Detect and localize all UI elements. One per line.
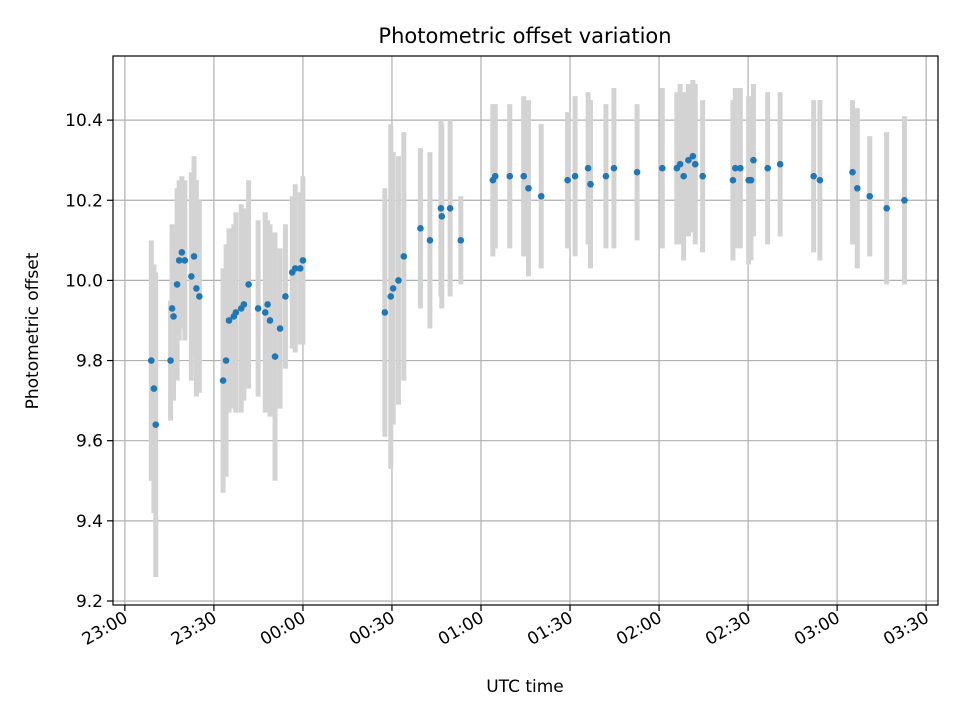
data-point [587, 180, 594, 188]
data-point [659, 164, 666, 172]
data-point [457, 237, 465, 244]
data-point [219, 377, 227, 384]
data-point [571, 172, 579, 180]
data-point [537, 192, 545, 200]
data-point [147, 357, 155, 364]
y-axis-label: Photometric offset [23, 252, 43, 409]
data-point [584, 164, 592, 172]
data-point [883, 204, 890, 212]
data-point [291, 265, 299, 272]
data-point [261, 309, 269, 316]
data-point [699, 172, 706, 180]
data-point [417, 225, 424, 232]
data-point [240, 301, 248, 308]
data-point [389, 285, 397, 292]
data-point [387, 293, 395, 300]
data-point [276, 325, 284, 332]
data-point [810, 172, 817, 180]
data-point [426, 237, 434, 244]
data-point [602, 172, 610, 180]
data-point [167, 357, 174, 364]
data-point [381, 309, 389, 316]
data-point [196, 293, 203, 300]
data-point [506, 172, 514, 180]
data-point [438, 212, 446, 220]
data-point [866, 192, 874, 200]
data-point [633, 168, 641, 176]
data-point [299, 257, 307, 264]
data-point [520, 172, 528, 180]
data-point [170, 313, 177, 320]
data-points [147, 152, 908, 428]
data-point [193, 285, 200, 292]
data-point [245, 281, 252, 288]
data-point [178, 249, 186, 256]
data-point [168, 305, 176, 312]
data-point [685, 156, 692, 164]
data-point [152, 421, 160, 428]
data-point [296, 265, 304, 272]
y-axis-ticks: 9.2 9.4 9.6 9.8 10.0 10.2 10.4 [65, 111, 113, 612]
data-point [525, 184, 532, 192]
data-point [816, 176, 824, 184]
data-point [225, 317, 233, 324]
data-point [491, 172, 499, 180]
data-point [764, 164, 771, 172]
y-tick-label: 10.4 [65, 111, 103, 131]
data-point [395, 277, 402, 284]
data-point [181, 257, 189, 264]
y-tick-label: 10.0 [65, 271, 103, 291]
data-point [680, 172, 687, 180]
data-point [446, 204, 454, 212]
x-axis-label: UTC time [486, 677, 564, 697]
data-point [264, 301, 271, 308]
data-point [737, 164, 744, 172]
data-point [222, 357, 230, 364]
y-tick-label: 9.6 [76, 432, 103, 452]
chart-title: Photometric offset variation [378, 24, 671, 48]
data-point [676, 160, 684, 168]
data-point [271, 353, 279, 360]
data-point [732, 164, 739, 172]
data-point [254, 305, 262, 312]
data-point [173, 281, 181, 288]
data-point [266, 317, 274, 324]
data-point [853, 184, 861, 192]
data-point [232, 309, 240, 316]
y-tick-label: 9.8 [76, 352, 103, 372]
data-point [190, 253, 198, 260]
data-point [150, 385, 158, 392]
data-point [689, 152, 697, 160]
data-point [564, 176, 571, 184]
data-point [282, 293, 289, 300]
data-point [188, 273, 195, 280]
plot-frame [112, 55, 939, 606]
data-point [750, 156, 757, 164]
data-point [691, 160, 699, 168]
data-point [776, 160, 784, 168]
data-point [175, 257, 183, 264]
data-point [901, 196, 908, 204]
data-point [437, 204, 445, 212]
y-tick-label: 9.2 [76, 592, 103, 612]
data-point [729, 176, 737, 184]
y-tick-label: 9.4 [76, 512, 103, 532]
data-point [747, 176, 755, 184]
data-point [400, 253, 408, 260]
y-tick-label: 10.2 [65, 191, 103, 211]
data-point [610, 164, 618, 172]
data-point [849, 168, 856, 176]
